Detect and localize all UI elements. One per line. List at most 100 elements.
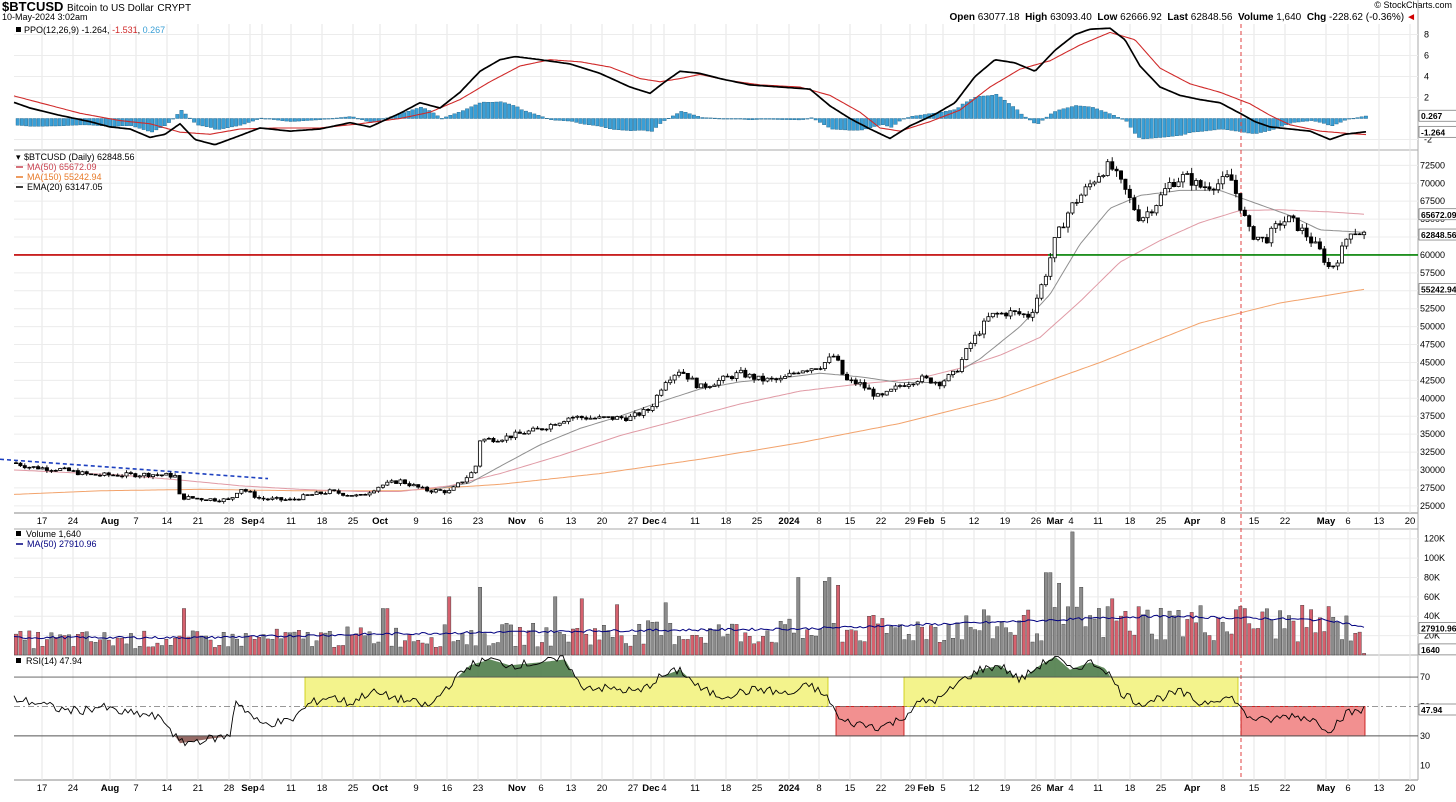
volume-bar bbox=[579, 598, 584, 656]
ppo-histogram-bar bbox=[95, 118, 100, 126]
candle-up bbox=[946, 374, 951, 382]
chart-panels bbox=[14, 0, 1419, 781]
ppo-histogram-bar bbox=[666, 117, 671, 119]
ppo-histogram-bar bbox=[839, 118, 843, 130]
candle-down bbox=[995, 312, 1000, 315]
ppo-histogram-bar bbox=[788, 118, 793, 120]
legends: PPO(12,26,9) -1.264, -1.531, 0.267 ▾ $BTCU… bbox=[16, 25, 165, 666]
volume-bar bbox=[111, 645, 116, 656]
x-tick-label: Nov bbox=[508, 516, 527, 527]
volume-bar bbox=[323, 632, 328, 656]
volume-bar bbox=[478, 587, 482, 656]
candle-up bbox=[221, 498, 226, 502]
candle-up bbox=[1335, 262, 1340, 267]
volume-bar bbox=[858, 640, 863, 656]
ppo-histogram-bar bbox=[280, 118, 285, 121]
candle-up bbox=[1340, 245, 1345, 264]
volume-bar bbox=[190, 630, 195, 656]
ppo-histogram-bar bbox=[1359, 116, 1364, 119]
ppo-histogram-bar bbox=[414, 108, 419, 119]
candle-down bbox=[22, 465, 27, 469]
ppo-histogram-bar bbox=[700, 117, 705, 119]
candle-down bbox=[181, 493, 186, 500]
ppo-histogram-bar bbox=[482, 101, 486, 119]
ppo-histogram-bar bbox=[641, 118, 646, 131]
volume-bar bbox=[1344, 615, 1349, 656]
price-panel[interactable] bbox=[0, 24, 1418, 780]
volume-bar bbox=[650, 622, 655, 656]
rsi-lowlight-band bbox=[1240, 706, 1366, 737]
y-axes: 8642-27250070000675006500062500600005750… bbox=[1418, 30, 1456, 770]
volume-bar bbox=[946, 623, 951, 656]
volume-panel[interactable] bbox=[13, 531, 1367, 656]
volume-bar bbox=[1233, 609, 1238, 656]
ppo-histogram-bar bbox=[267, 118, 272, 120]
ppo-histogram-bar bbox=[1179, 118, 1184, 136]
candle-down bbox=[190, 496, 195, 499]
ppo-histogram-bar bbox=[1208, 118, 1213, 131]
volume-bar bbox=[628, 645, 633, 656]
ppo-histogram-bar bbox=[1082, 106, 1087, 119]
volume-bar bbox=[155, 642, 160, 656]
ppo-panel[interactable] bbox=[13, 27, 1368, 146]
ppo-histogram-bar bbox=[62, 118, 66, 126]
volume-bar bbox=[1136, 606, 1141, 656]
volume-bar bbox=[606, 630, 611, 656]
ppo-histogram-bar bbox=[36, 118, 41, 127]
candle-up bbox=[632, 412, 637, 417]
volume-bar bbox=[876, 623, 880, 656]
volume-y-tick: 100K bbox=[1424, 553, 1445, 563]
ppo-histogram-bar bbox=[633, 118, 638, 131]
x-tick-label: 18 bbox=[1125, 783, 1136, 794]
price-legend-title: $BTCUSD (Daily) 62848.56 bbox=[24, 152, 135, 162]
candle-up bbox=[1313, 241, 1318, 244]
ppo-histogram-bar bbox=[637, 118, 642, 131]
candle-up bbox=[951, 370, 956, 376]
volume-bar bbox=[1079, 587, 1084, 656]
ppo-histogram-bar bbox=[893, 118, 898, 125]
ppo-histogram-bar bbox=[977, 96, 982, 119]
ppo-histogram-bar bbox=[124, 118, 129, 127]
ppo-histogram-bar bbox=[759, 118, 764, 120]
volume-bar bbox=[862, 641, 867, 656]
candle-down bbox=[646, 408, 651, 411]
volume-bar bbox=[124, 643, 129, 656]
ppo-y-tick: -2 bbox=[1424, 135, 1432, 145]
copyright[interactable]: © StockCharts.com bbox=[1374, 0, 1452, 10]
rsi-overbought-fill bbox=[14, 657, 1366, 678]
candle-down bbox=[128, 472, 133, 475]
candle-down bbox=[1309, 236, 1314, 244]
volume-bar bbox=[239, 645, 244, 656]
candle-up bbox=[778, 377, 783, 381]
volume-bar bbox=[1278, 610, 1283, 656]
ppo-histogram-bar bbox=[1187, 118, 1192, 134]
volume-bar bbox=[1295, 641, 1300, 656]
candle-up bbox=[1344, 238, 1349, 247]
volume-bar bbox=[1304, 627, 1309, 656]
volume-bar bbox=[354, 633, 359, 656]
volume-bar bbox=[743, 632, 748, 656]
candle-up bbox=[40, 467, 45, 470]
candle-up bbox=[911, 383, 916, 386]
ppo-histogram-bar bbox=[1254, 118, 1259, 134]
ppo-histogram-bar bbox=[1317, 118, 1322, 123]
volume-bar bbox=[212, 647, 217, 656]
ppo-histogram-bar bbox=[868, 118, 873, 129]
rsi-legend-marker-icon bbox=[16, 658, 21, 663]
x-tick-label: Aug bbox=[101, 783, 120, 794]
ppo-histogram-bar bbox=[599, 118, 604, 127]
candle-up bbox=[380, 484, 385, 488]
x-tick-label: 6 bbox=[538, 516, 543, 527]
ppo-histogram-bar bbox=[1334, 118, 1339, 125]
candle-up bbox=[80, 471, 85, 476]
ppo-histogram-bar bbox=[1116, 117, 1121, 119]
candle-down bbox=[1326, 261, 1331, 267]
volume-bar bbox=[619, 635, 624, 656]
rsi-legend: RSI(14) 47.94 bbox=[26, 656, 82, 666]
candle-up bbox=[796, 372, 801, 375]
volume-bar bbox=[535, 646, 540, 656]
rsi-panel[interactable] bbox=[13, 655, 1418, 747]
volume-bar bbox=[920, 626, 925, 656]
x-tick-label: 24 bbox=[68, 516, 79, 527]
ma150-last-tag: 55242.94 bbox=[1421, 285, 1456, 295]
